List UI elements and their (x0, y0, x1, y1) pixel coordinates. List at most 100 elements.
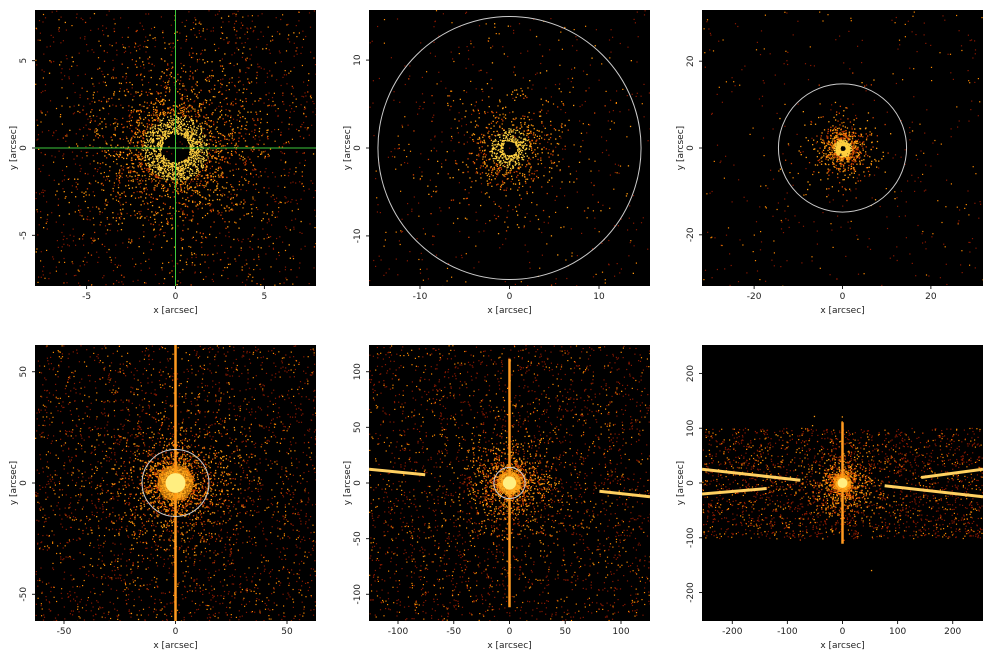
pixel (106, 99, 108, 101)
pixel (241, 42, 243, 44)
pixel (308, 12, 311, 14)
pixel (208, 143, 210, 145)
pixel (136, 74, 138, 76)
pixel (199, 145, 201, 147)
pixel (252, 234, 254, 236)
pixel (213, 88, 216, 90)
pixel (87, 219, 89, 221)
pixel (470, 103, 473, 106)
pixel (199, 174, 201, 176)
pixel (246, 67, 248, 69)
pixel (232, 130, 234, 132)
pixel (215, 236, 217, 239)
pixel (415, 101, 417, 103)
pixel (61, 246, 63, 248)
pixel (115, 153, 117, 155)
pixel (375, 178, 377, 180)
pixel (73, 158, 75, 160)
pixel (6, 174, 7, 175)
pixel (167, 132, 169, 135)
pixel (103, 107, 105, 110)
pixel (46, 228, 48, 230)
pixel (165, 136, 167, 138)
pixel (160, 135, 162, 137)
pixel (189, 168, 191, 170)
pixel (574, 67, 576, 69)
pixel (187, 160, 189, 162)
pixel (236, 91, 238, 94)
pixel (152, 149, 155, 151)
pixel (206, 181, 208, 184)
pixel (282, 76, 284, 78)
pixel (205, 276, 207, 278)
pixel (93, 195, 96, 197)
pixel (201, 152, 203, 154)
pixel (130, 141, 132, 143)
pixel (170, 132, 172, 135)
pixel (178, 161, 181, 164)
pixel (208, 146, 210, 149)
pixel (136, 212, 138, 215)
pixel (238, 140, 240, 142)
pixel (169, 196, 171, 199)
pixel (168, 87, 171, 89)
pixel (161, 144, 164, 146)
pixel (476, 158, 478, 161)
pixel (37, 138, 39, 140)
pixel (228, 231, 230, 233)
pixel (119, 153, 121, 156)
pixel (94, 101, 96, 103)
pixel (204, 62, 206, 64)
pixel (244, 264, 246, 266)
pixel (106, 175, 108, 178)
pixel (144, 167, 146, 169)
pixel (461, 118, 463, 120)
pixel (180, 76, 182, 78)
pixel (264, 157, 266, 159)
pixel (399, 101, 401, 103)
pixel (519, 194, 521, 196)
pixel (182, 106, 184, 109)
pixel (500, 160, 502, 162)
pixel (300, 126, 302, 128)
pixel (310, 180, 312, 182)
pixel (92, 97, 94, 99)
pixel (266, 131, 268, 134)
pixel (216, 131, 219, 133)
pixel (180, 208, 182, 210)
pixel (526, 155, 528, 157)
pixel (150, 101, 152, 103)
pixel (490, 47, 492, 49)
pixel (141, 141, 143, 143)
pixel (268, 218, 270, 220)
pixel (173, 172, 175, 174)
pixel (75, 196, 77, 198)
pixel (146, 46, 149, 48)
pixel (162, 31, 164, 34)
pixel (297, 208, 299, 210)
pixel (304, 106, 306, 108)
pixel (205, 170, 207, 172)
pixel (268, 92, 270, 94)
pixel (136, 156, 139, 158)
pixel (239, 71, 241, 73)
pixel (250, 54, 252, 56)
pixel (160, 58, 163, 60)
pixel (179, 32, 181, 34)
pixel (478, 25, 481, 27)
pixel (127, 155, 129, 157)
pixel (246, 279, 248, 281)
pixel (237, 114, 239, 116)
pixel (496, 184, 498, 186)
pixel (233, 204, 235, 206)
pixel (177, 91, 179, 93)
pixel (298, 11, 300, 13)
pixel (215, 145, 218, 147)
pixel (151, 131, 153, 134)
pixel (130, 171, 132, 173)
pixel (312, 153, 315, 155)
pixel (162, 262, 164, 264)
pixel (122, 146, 125, 148)
pixel (515, 129, 517, 132)
pixel (221, 171, 223, 173)
